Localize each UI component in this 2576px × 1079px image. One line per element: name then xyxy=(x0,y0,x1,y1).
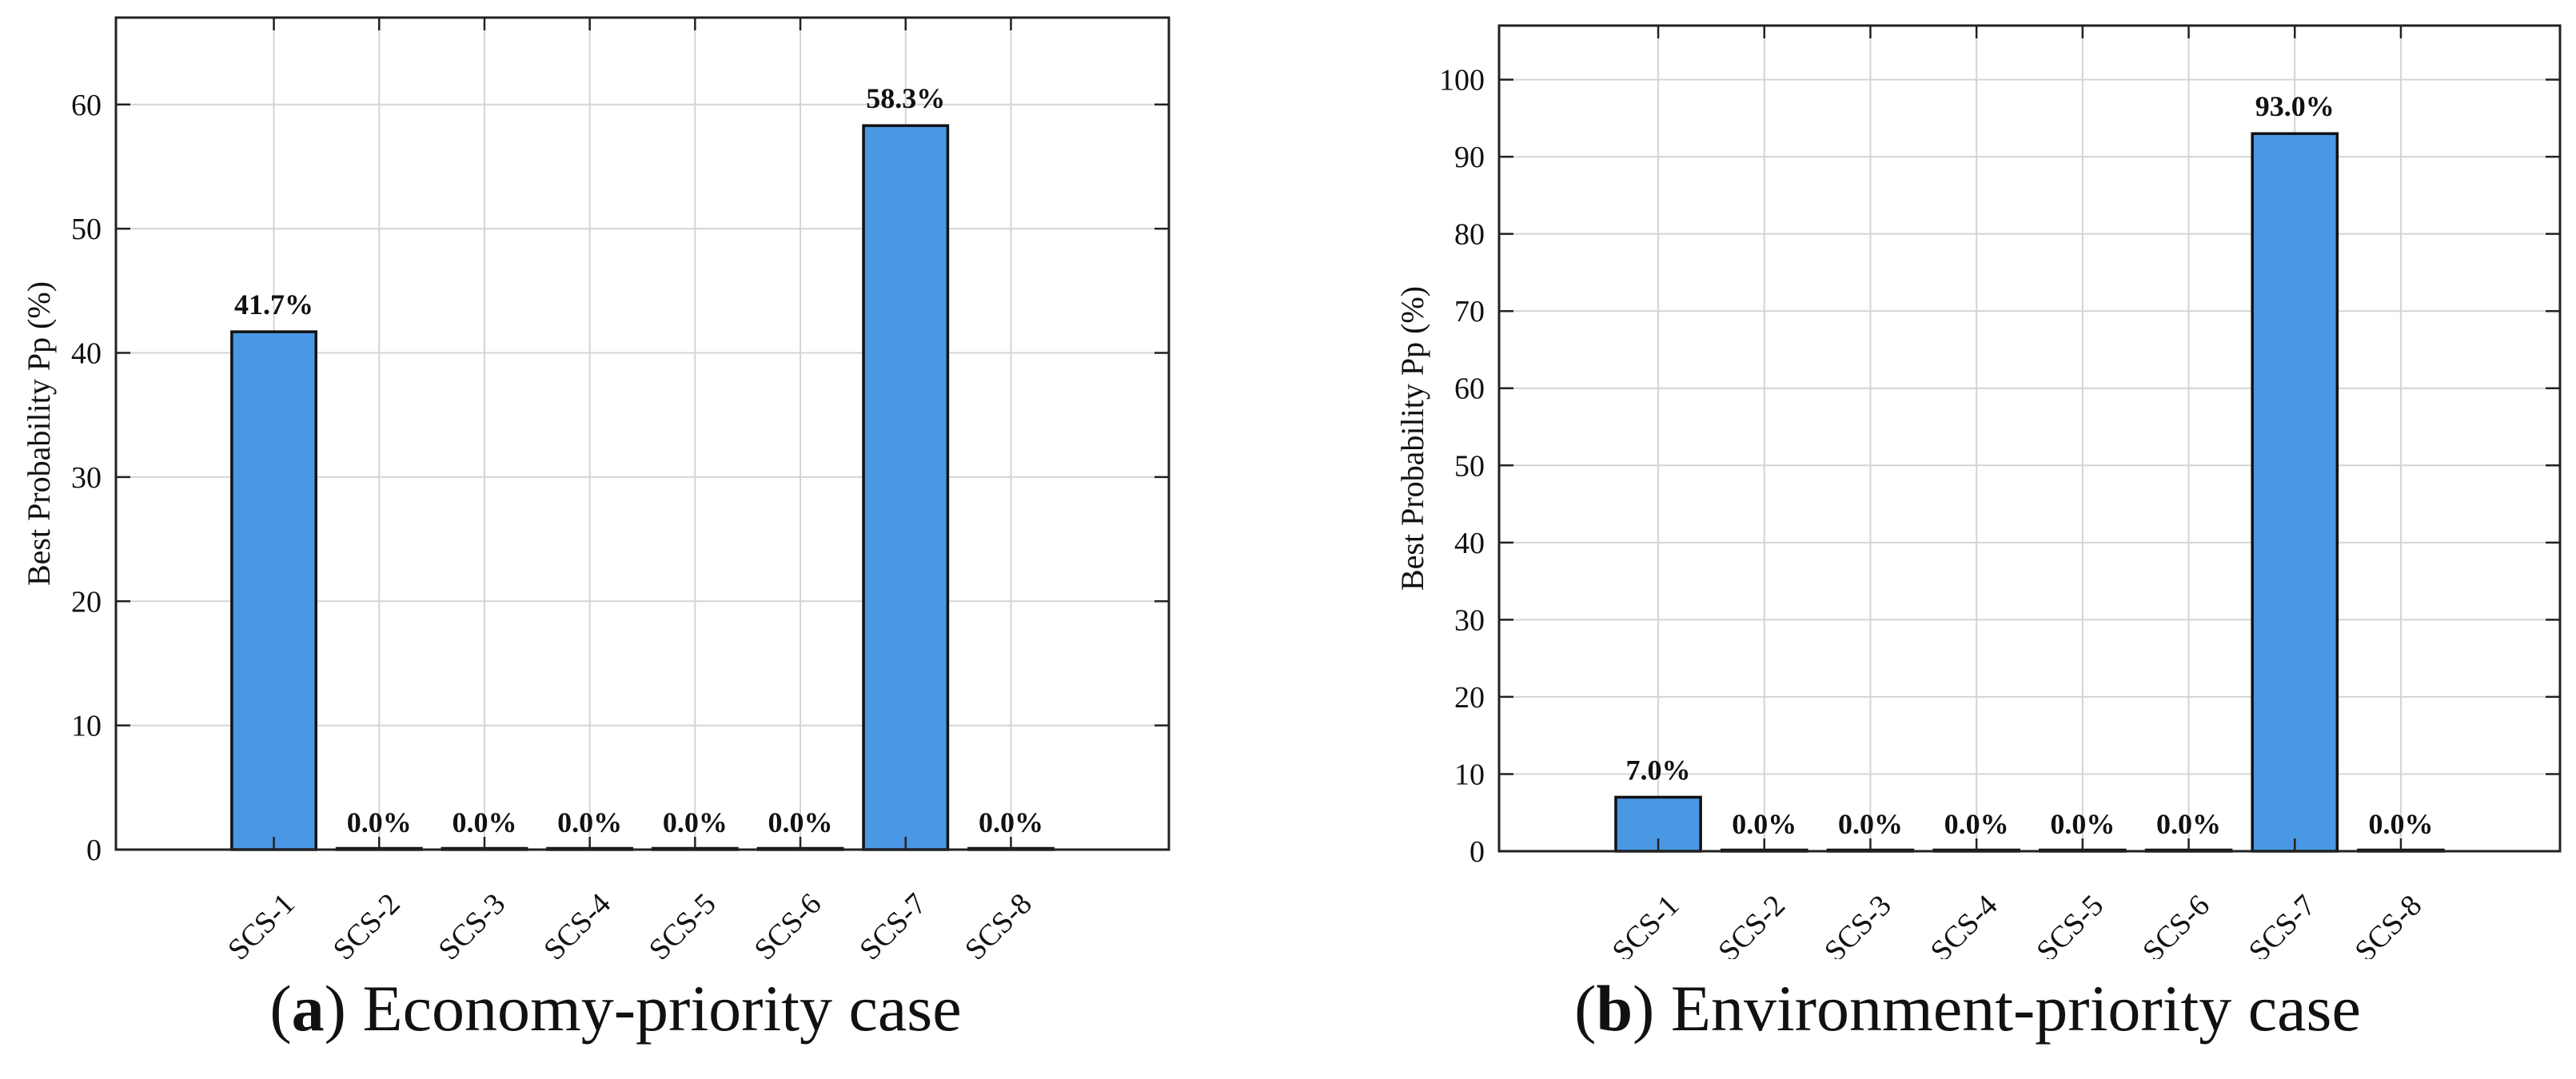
data-label: 41.7% xyxy=(234,289,313,321)
caption-panel-a: (a) Economy-priority case xyxy=(269,972,962,1045)
x-tick-label: SCS-8 xyxy=(2348,889,2428,959)
y-tick-label: 60 xyxy=(1454,372,1485,406)
x-tick-label: SCS-7 xyxy=(853,887,933,959)
y-tick-label: 30 xyxy=(1454,603,1485,637)
data-label: 0.0% xyxy=(2156,808,2221,840)
y-tick-label: 70 xyxy=(1454,295,1485,328)
x-tick-label: SCS-6 xyxy=(2136,889,2216,959)
bar-scs-1 xyxy=(230,330,317,851)
axes-box xyxy=(114,16,1170,851)
x-tick-label: SCS-2 xyxy=(327,887,407,959)
chart-panel-a: 0 10 20 30 40 50 60 41.7% 0.0% 0.0% 0.0% 0.0% 0.0% 58… xyxy=(21,16,1170,959)
data-label: 0.0% xyxy=(1732,808,1796,840)
data-label: 0.0% xyxy=(452,806,516,838)
data-label: 0.0% xyxy=(768,806,833,838)
x-tick-label: SCS-5 xyxy=(643,887,723,959)
data-label: 0.0% xyxy=(1838,808,1903,840)
x-tick-label: SCS-7 xyxy=(2243,889,2323,959)
x-tick-label: SCS-8 xyxy=(959,887,1039,959)
x-tick-label: SCS-3 xyxy=(1818,889,1898,959)
y-tick-label: 0 xyxy=(86,834,102,867)
y-axis-label: Best Probability Pp (%) xyxy=(21,281,57,586)
data-label: 0.0% xyxy=(557,806,622,838)
x-tick-label: SCS-1 xyxy=(1606,889,1686,959)
y-tick-label: 0 xyxy=(1469,835,1485,869)
data-label: 58.3% xyxy=(866,82,945,114)
y-tick-label: 50 xyxy=(71,213,102,246)
caption-text: Economy-priority case xyxy=(362,972,962,1045)
data-label: 0.0% xyxy=(1944,808,2009,840)
y-tick-label: 30 xyxy=(71,461,102,495)
y-tick-label: 20 xyxy=(71,585,102,619)
y-axis-label: Best Probability Pp (%) xyxy=(1394,286,1430,591)
y-tick-label: 100 xyxy=(1439,64,1485,98)
bar-scs-7 xyxy=(862,124,950,851)
caption-letter: b xyxy=(1596,972,1633,1045)
data-label: 7.0% xyxy=(1626,754,1691,786)
caption-panel-b: (b) Environment-priority case xyxy=(1574,972,2361,1045)
data-label: 0.0% xyxy=(347,806,412,838)
y-tick-label: 50 xyxy=(1454,449,1485,483)
y-tick-label: 60 xyxy=(71,89,102,122)
bar-scs-7 xyxy=(2251,132,2339,853)
x-tick-label: SCS-1 xyxy=(221,887,301,959)
y-tick-label: 40 xyxy=(71,337,102,371)
x-tick-label: SCS-3 xyxy=(432,887,512,959)
y-tick-label: 40 xyxy=(1454,527,1485,560)
x-tick-label: SCS-5 xyxy=(2030,889,2110,959)
data-label: 0.0% xyxy=(979,806,1043,838)
caption-letter: a xyxy=(291,972,325,1045)
x-tick-label: SCS-6 xyxy=(748,887,828,959)
x-tick-label: SCS-2 xyxy=(1712,889,1792,959)
y-tick-label: 10 xyxy=(71,710,102,743)
y-tick-label: 90 xyxy=(1454,141,1485,174)
axes-box xyxy=(1497,24,2562,853)
data-label: 0.0% xyxy=(2050,808,2115,840)
y-tick-label: 20 xyxy=(1454,681,1485,715)
x-tick-label: SCS-4 xyxy=(537,887,617,959)
y-tick-label: 10 xyxy=(1454,758,1485,791)
data-label: 93.0% xyxy=(2255,90,2335,122)
data-label: 0.0% xyxy=(663,806,728,838)
data-label: 0.0% xyxy=(2368,808,2433,840)
caption-text: Environment-priority case xyxy=(1670,972,2361,1045)
x-tick-label: SCS-4 xyxy=(1924,889,2004,959)
y-tick-label: 80 xyxy=(1454,218,1485,252)
chart-panel-b: 0 10 20 30 40 50 60 70 80 90 100 7.0% 0.0% 0.0% 0.0% 0.… xyxy=(1394,24,2562,959)
